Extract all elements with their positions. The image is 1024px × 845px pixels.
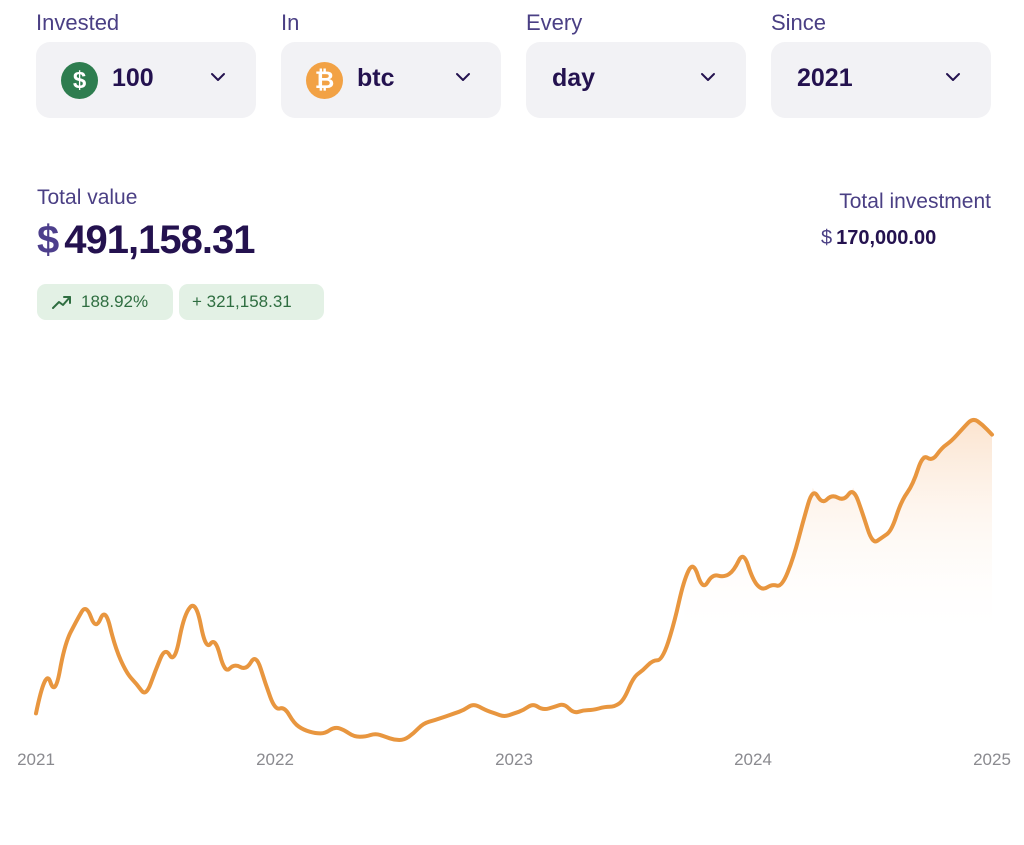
value-chart: 2021 2022 2023 2024 2025: [17, 417, 1011, 769]
total-investment-amount: 170,000.00: [836, 227, 937, 249]
frequency-select[interactable]: day: [526, 42, 746, 118]
chart-area-fill: [683, 418, 992, 640]
total-value-label: Total value: [37, 186, 138, 209]
absolute-change-badge: + 321,158.31: [179, 284, 324, 320]
percent-change-badge: 188.92%: [37, 284, 173, 320]
chevron-down-icon: [701, 73, 715, 81]
total-investment: $170,000.00: [821, 227, 936, 250]
percent-change: 188.92%: [81, 292, 149, 311]
every-label: Every: [526, 10, 583, 35]
since-select[interactable]: 2021: [771, 42, 991, 118]
since-value: 2021: [797, 64, 853, 92]
total-value-amount: 491,158.31: [64, 218, 255, 262]
frequency-value: day: [552, 64, 596, 92]
investment-currency-symbol: $: [821, 227, 833, 249]
asset-value: btc: [357, 64, 395, 92]
x-tick-label: 2025: [973, 750, 1011, 769]
x-axis: 2021 2022 2023 2024 2025: [17, 750, 1011, 769]
chevron-down-icon: [946, 73, 960, 81]
chevron-down-icon: [211, 73, 225, 81]
invested-select[interactable]: $ 100: [36, 42, 256, 118]
bitcoin-icon: ₿: [306, 62, 343, 99]
chart-series-line: [34, 417, 994, 742]
dollar-icon: $: [61, 62, 98, 99]
x-tick-label: 2021: [17, 750, 55, 769]
currency-symbol: $: [37, 218, 59, 262]
absolute-change: + 321,158.31: [192, 292, 292, 311]
chevron-down-icon: [456, 73, 470, 81]
invested-value: 100: [112, 64, 154, 92]
x-tick-label: 2024: [734, 750, 772, 769]
total-value: $491,158.31: [37, 218, 255, 263]
x-tick-label: 2023: [495, 750, 533, 769]
trending-up-icon: [52, 296, 71, 309]
x-tick-label: 2022: [256, 750, 294, 769]
in-label: In: [281, 10, 300, 35]
total-investment-label: Total investment: [839, 190, 991, 213]
invested-label: Invested: [36, 10, 120, 35]
since-label: Since: [771, 10, 827, 35]
asset-select[interactable]: ₿ btc: [281, 42, 501, 118]
